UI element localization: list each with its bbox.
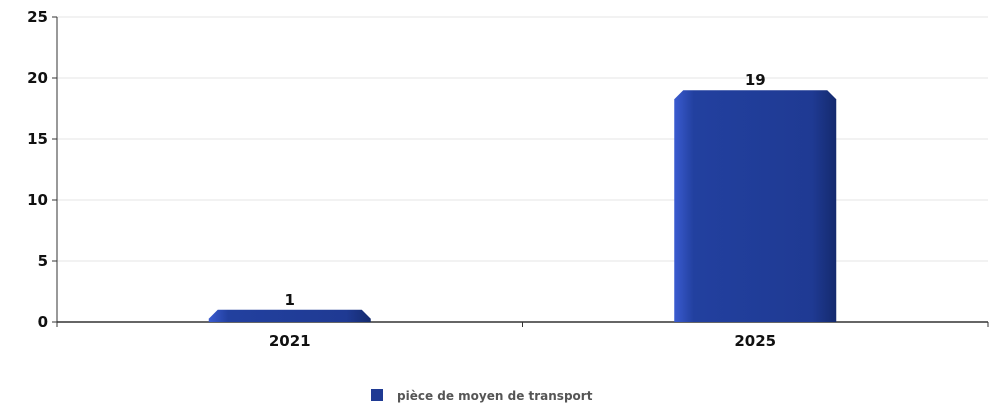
bars [208,90,837,322]
y-tick-label: 0 [38,313,48,331]
data-label: 1 [285,291,295,309]
x-category-label: 2025 [734,332,776,350]
legend-swatch [371,389,383,401]
grid-lines [57,16,988,262]
bar-2025 [674,90,837,322]
y-tick-label: 10 [27,191,48,209]
legend-label: pièce de moyen de transport [397,389,593,403]
y-tick-label: 5 [38,252,48,270]
axes [52,16,989,327]
y-tick-label: 15 [27,130,48,148]
y-tick-label: 25 [27,8,48,26]
y-tick-label: 20 [27,69,48,87]
bar-2021 [208,309,371,322]
x-category-label: 2021 [269,332,311,350]
data-label: 19 [745,71,766,89]
legend: pièce de moyen de transport [371,389,593,403]
